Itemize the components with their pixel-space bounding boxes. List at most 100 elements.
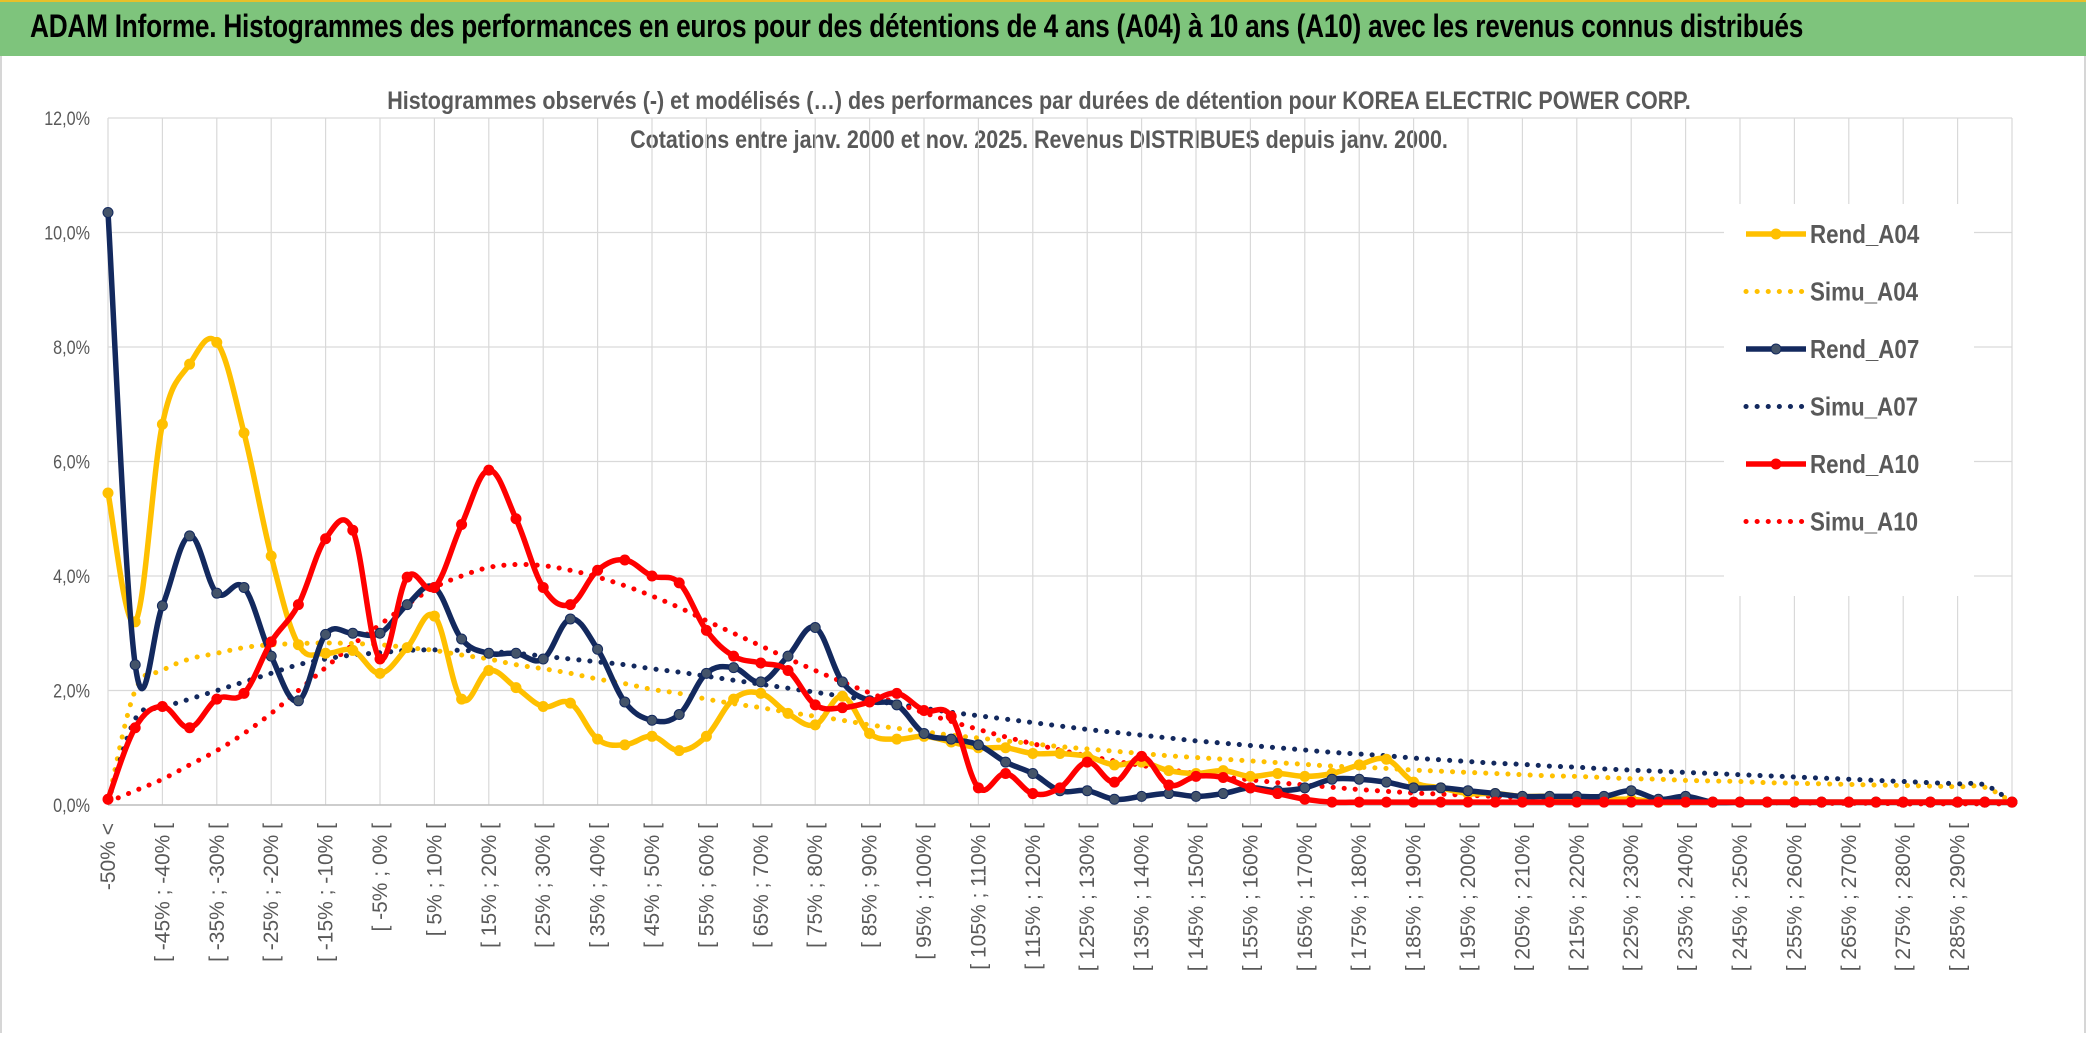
data-point <box>918 705 930 717</box>
data-point <box>809 699 821 711</box>
data-point <box>1489 796 1501 808</box>
x-axis: -50% < [ -45% ; -40% [[ -35% ; -30% [[ -2… <box>97 804 2012 971</box>
data-point <box>1108 759 1120 771</box>
x-tick-label: [ 165% ; 170% [ <box>1294 823 1317 971</box>
legend-marker <box>1770 458 1782 470</box>
data-point <box>211 336 223 348</box>
data-point <box>401 599 413 611</box>
data-point <box>428 581 440 593</box>
data-point <box>1979 796 1991 808</box>
data-point <box>646 570 658 582</box>
legend-label: Simu_A10 <box>1810 508 1918 537</box>
legend-marker <box>1770 228 1782 240</box>
x-tick-label: [ 235% ; 240% [ <box>1675 823 1698 971</box>
series-rend-a10 <box>102 464 2018 808</box>
chart-subtitle: Cotations entre janv. 2000 et nov. 2025.… <box>630 125 1448 153</box>
data-point <box>1000 742 1012 754</box>
data-point <box>1326 796 1338 808</box>
data-point <box>428 610 440 622</box>
data-point <box>1217 772 1229 784</box>
x-tick-label: [ 115% ; 120% [ <box>1022 823 1045 970</box>
legend-item-simu-a04: Simu_A04 <box>1743 278 1919 307</box>
data-point <box>673 709 685 721</box>
data-point <box>238 427 250 439</box>
y-tick-label: 4,0% <box>53 566 90 588</box>
data-point <box>809 622 821 634</box>
chart: Histogrammes observés (-) et modélisés (… <box>44 86 2018 971</box>
x-tick-label: [ 145% ; 150% [ <box>1185 823 1208 971</box>
data-point <box>347 627 359 639</box>
legend: Rend_A04 Simu_A04 Rend_A07 Simu_A07 Rend_A10… <box>1724 204 1974 596</box>
data-point <box>292 695 304 707</box>
data-point <box>102 487 114 499</box>
data-point <box>1435 782 1447 794</box>
data-point <box>1027 747 1039 759</box>
data-point <box>1217 788 1229 800</box>
data-point <box>1054 747 1066 759</box>
data-point <box>510 647 522 659</box>
data-point <box>1788 796 1800 808</box>
x-tick-label: -50% < <box>97 823 120 890</box>
x-tick-label: [ 155% ; 160% [ <box>1239 823 1262 971</box>
x-tick-label: [ 45% ; 50% [ <box>641 823 664 948</box>
data-point <box>728 662 740 674</box>
data-point <box>1000 768 1012 780</box>
data-point <box>347 524 359 536</box>
data-point <box>184 358 196 370</box>
data-point <box>292 639 304 651</box>
x-tick-label: [ -45% ; -40% [ <box>151 823 174 962</box>
data-point <box>129 722 141 734</box>
x-tick-label: [ -5% ; 0% [ <box>369 823 392 932</box>
series-line <box>105 640 2015 805</box>
series-lines <box>102 206 2018 808</box>
x-tick-label: [ 5% ; 10% [ <box>423 823 446 936</box>
data-point <box>347 644 359 656</box>
data-point <box>184 722 196 734</box>
x-tick-label: [ 285% ; 290% [ <box>1947 823 1970 971</box>
data-point <box>292 599 304 611</box>
data-point <box>700 667 712 679</box>
data-point <box>1408 782 1420 794</box>
data-point <box>1380 776 1392 788</box>
legend-label: Simu_A04 <box>1810 278 1919 307</box>
x-tick-label: [ 125% ; 130% [ <box>1076 823 1099 971</box>
data-point <box>1027 768 1039 780</box>
data-point <box>483 647 495 659</box>
legend-item-rend-a07: Rend_A07 <box>1746 335 1919 364</box>
x-tick-label: [ 55% ; 60% [ <box>695 823 718 948</box>
data-point <box>592 564 604 576</box>
legend-label: Rend_A07 <box>1810 335 1919 364</box>
legend-label: Simu_A07 <box>1810 393 1918 422</box>
data-point <box>673 577 685 589</box>
data-point <box>1108 793 1120 805</box>
legend-item-simu-a10: Simu_A10 <box>1743 508 1918 537</box>
data-point <box>646 714 658 726</box>
data-point <box>102 793 114 805</box>
data-point <box>1625 785 1637 797</box>
data-point <box>1516 796 1528 808</box>
data-point <box>1707 796 1719 808</box>
y-tick-label: 6,0% <box>53 451 90 473</box>
series-simu-a10 <box>105 561 2015 807</box>
data-point <box>1952 796 1964 808</box>
gridlines <box>107 117 2013 806</box>
y-axis: 0,0% 2,0% 4,0% 6,0% 8,0% 10,0% 12,0% <box>44 108 90 817</box>
data-point <box>1380 753 1392 765</box>
y-tick-label: 2,0% <box>53 680 90 702</box>
y-tick-label: 12,0% <box>44 108 90 130</box>
data-point <box>1136 750 1148 762</box>
data-point <box>211 693 223 705</box>
x-tick-label: [ 205% ; 210% [ <box>1511 823 1534 971</box>
data-point <box>1054 782 1066 794</box>
data-point <box>1272 768 1284 780</box>
x-tick-label: [ 195% ; 200% [ <box>1457 823 1480 971</box>
x-tick-label: [ 215% ; 220% [ <box>1566 823 1589 971</box>
data-point <box>1870 796 1882 808</box>
data-point <box>864 727 876 739</box>
data-point <box>564 697 576 709</box>
data-point <box>1244 770 1256 782</box>
data-point <box>129 659 141 671</box>
data-point <box>564 599 576 611</box>
data-point <box>156 701 168 713</box>
data-point <box>537 653 549 665</box>
